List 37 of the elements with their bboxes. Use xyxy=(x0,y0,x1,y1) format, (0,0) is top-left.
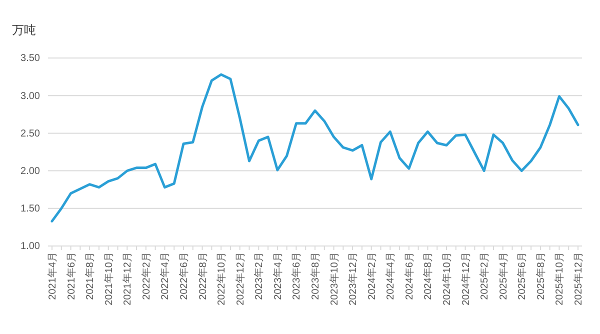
x-tick-label: 2025年6月 xyxy=(516,252,528,300)
x-tick-label: 2025年12月 xyxy=(572,252,584,306)
x-tick-label: 2021年6月 xyxy=(65,252,78,300)
x-tick-label: 2023年4月 xyxy=(272,252,284,300)
y-tick-label: 1.50 xyxy=(20,204,40,215)
y-tick-label: 2.00 xyxy=(20,166,40,177)
x-tick-label: 2022年6月 xyxy=(178,252,190,300)
x-tick-label: 2022年10月 xyxy=(216,252,228,306)
x-tick-label: 2022年12月 xyxy=(234,252,246,306)
x-tick-label: 2025年2月 xyxy=(478,252,491,300)
x-tick-label: 2022年8月 xyxy=(196,252,209,300)
x-tick-label: 2021年10月 xyxy=(102,252,115,306)
y-tick-label: 3.00 xyxy=(20,90,40,102)
y-tick-label: 2.50 xyxy=(20,128,40,140)
x-tick-label: 2024年6月 xyxy=(403,252,416,300)
x-tick-label: 2023年8月 xyxy=(310,252,322,300)
x-tick-label: 2021年8月 xyxy=(84,252,96,300)
x-tick-label: 2024年4月 xyxy=(384,252,397,300)
x-tick-label: 2024年8月 xyxy=(422,252,434,300)
x-tick-label: 2023年10月 xyxy=(328,252,340,306)
y-tick-label: 1.00 xyxy=(20,241,40,252)
x-tick-label: 2021年4月 xyxy=(46,252,58,300)
x-tick-label: 2024年10月 xyxy=(441,252,453,306)
x-tick-label: 2022年2月 xyxy=(140,252,152,300)
x-tick-label: 2022年4月 xyxy=(159,252,172,300)
x-tick-label: 2025年4月 xyxy=(497,252,510,300)
x-tick-label: 2023年6月 xyxy=(290,252,303,300)
x-tick-label: 2023年12月 xyxy=(347,252,360,306)
y-axis-title: 万吨 xyxy=(12,23,36,37)
x-tick-label: 2024年12月 xyxy=(460,252,472,306)
x-tick-label: 2025年10月 xyxy=(554,252,566,306)
x-tick-label: 2024年2月 xyxy=(366,252,378,300)
x-tick-label: 2021年12月 xyxy=(122,252,134,306)
x-tick-label: 2025年8月 xyxy=(534,252,547,300)
line-series xyxy=(50,73,580,222)
x-tick-label: 2023年2月 xyxy=(253,252,266,300)
y-tick-label: 3.50 xyxy=(20,53,40,64)
